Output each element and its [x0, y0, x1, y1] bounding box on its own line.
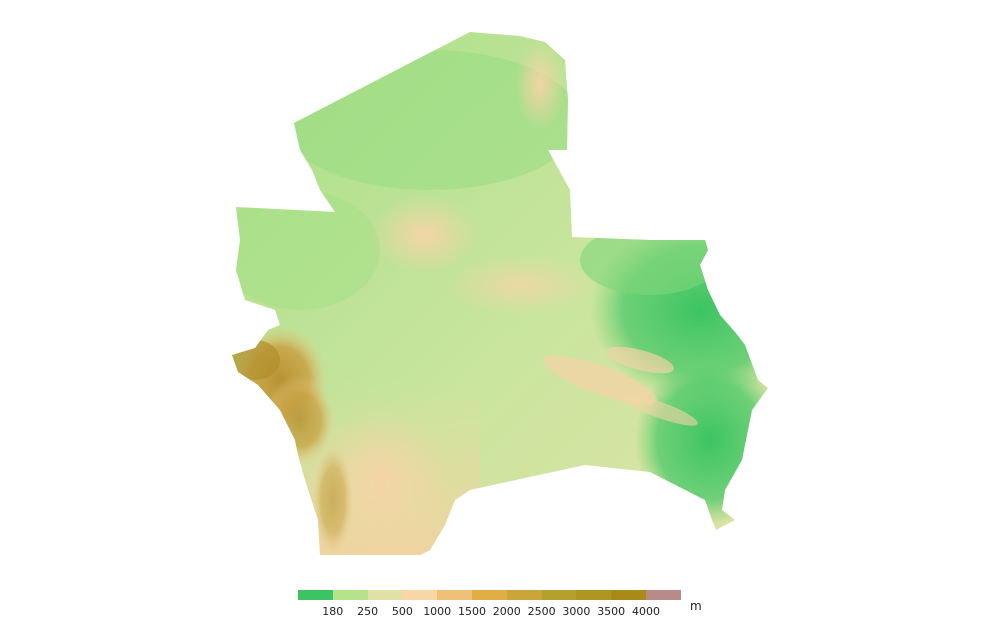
legend-swatch: [298, 590, 334, 600]
legend-swatch: [332, 590, 369, 600]
terrain-layer: [232, 32, 768, 555]
legend-swatch: [611, 590, 647, 600]
legend-swatch: [402, 590, 438, 600]
legend-unit-label: m: [690, 599, 702, 613]
legend-swatch: [437, 590, 473, 600]
legend-tick-label: 500: [391, 605, 413, 618]
elevation-legend: 180 250 500 1000 1500 2000 2500 3000 3500 4000 m: [0, 585, 1000, 619]
elevation-map: [232, 32, 768, 555]
legend-swatch: [576, 590, 612, 600]
legend-tick-label: 3000: [562, 605, 591, 618]
legend-tick-label: 2000: [492, 605, 521, 618]
legend-swatch: [541, 590, 577, 600]
legend-tick-label: 3500: [597, 605, 626, 618]
elevation-map-svg: [232, 32, 768, 555]
legend-tick-label: 2500: [527, 605, 556, 618]
legend-tick-label: 180: [322, 605, 344, 618]
legend-swatch: [506, 590, 543, 600]
legend-tick-label: 250: [357, 605, 379, 618]
legend-tick-label: 1000: [423, 605, 452, 618]
legend-swatch: [646, 590, 682, 600]
legend-tick-label: 4000: [632, 605, 660, 618]
legend-swatch: [472, 590, 508, 600]
legend-swatch: [367, 590, 403, 600]
legend-tick-label: 1500: [458, 605, 486, 618]
